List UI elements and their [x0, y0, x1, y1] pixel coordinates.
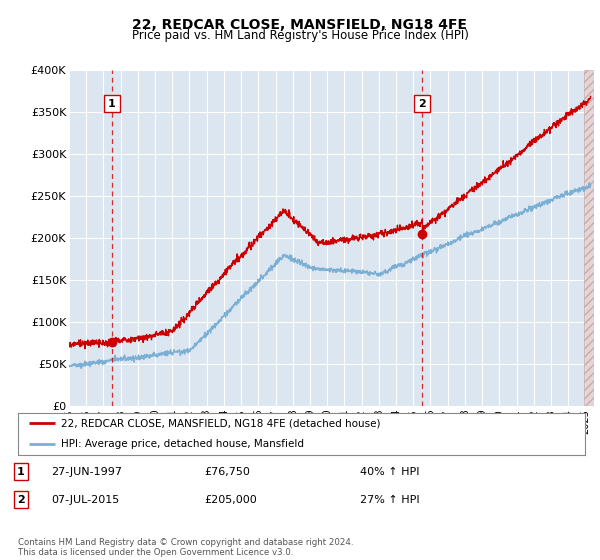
Text: 2: 2: [17, 494, 25, 505]
Text: 40% ↑ HPI: 40% ↑ HPI: [360, 466, 419, 477]
Text: 2: 2: [418, 99, 426, 109]
Text: 07-JUL-2015: 07-JUL-2015: [51, 494, 119, 505]
Text: Price paid vs. HM Land Registry's House Price Index (HPI): Price paid vs. HM Land Registry's House …: [131, 29, 469, 42]
Text: Contains HM Land Registry data © Crown copyright and database right 2024.
This d: Contains HM Land Registry data © Crown c…: [18, 538, 353, 557]
Text: 27% ↑ HPI: 27% ↑ HPI: [360, 494, 419, 505]
Text: 1: 1: [108, 99, 116, 109]
Text: 22, REDCAR CLOSE, MANSFIELD, NG18 4FE: 22, REDCAR CLOSE, MANSFIELD, NG18 4FE: [133, 18, 467, 32]
Text: HPI: Average price, detached house, Mansfield: HPI: Average price, detached house, Mans…: [61, 439, 304, 449]
Text: 22, REDCAR CLOSE, MANSFIELD, NG18 4FE (detached house): 22, REDCAR CLOSE, MANSFIELD, NG18 4FE (d…: [61, 418, 380, 428]
Text: £205,000: £205,000: [204, 494, 257, 505]
Text: £76,750: £76,750: [204, 466, 250, 477]
Text: 27-JUN-1997: 27-JUN-1997: [51, 466, 122, 477]
Text: 1: 1: [17, 466, 25, 477]
